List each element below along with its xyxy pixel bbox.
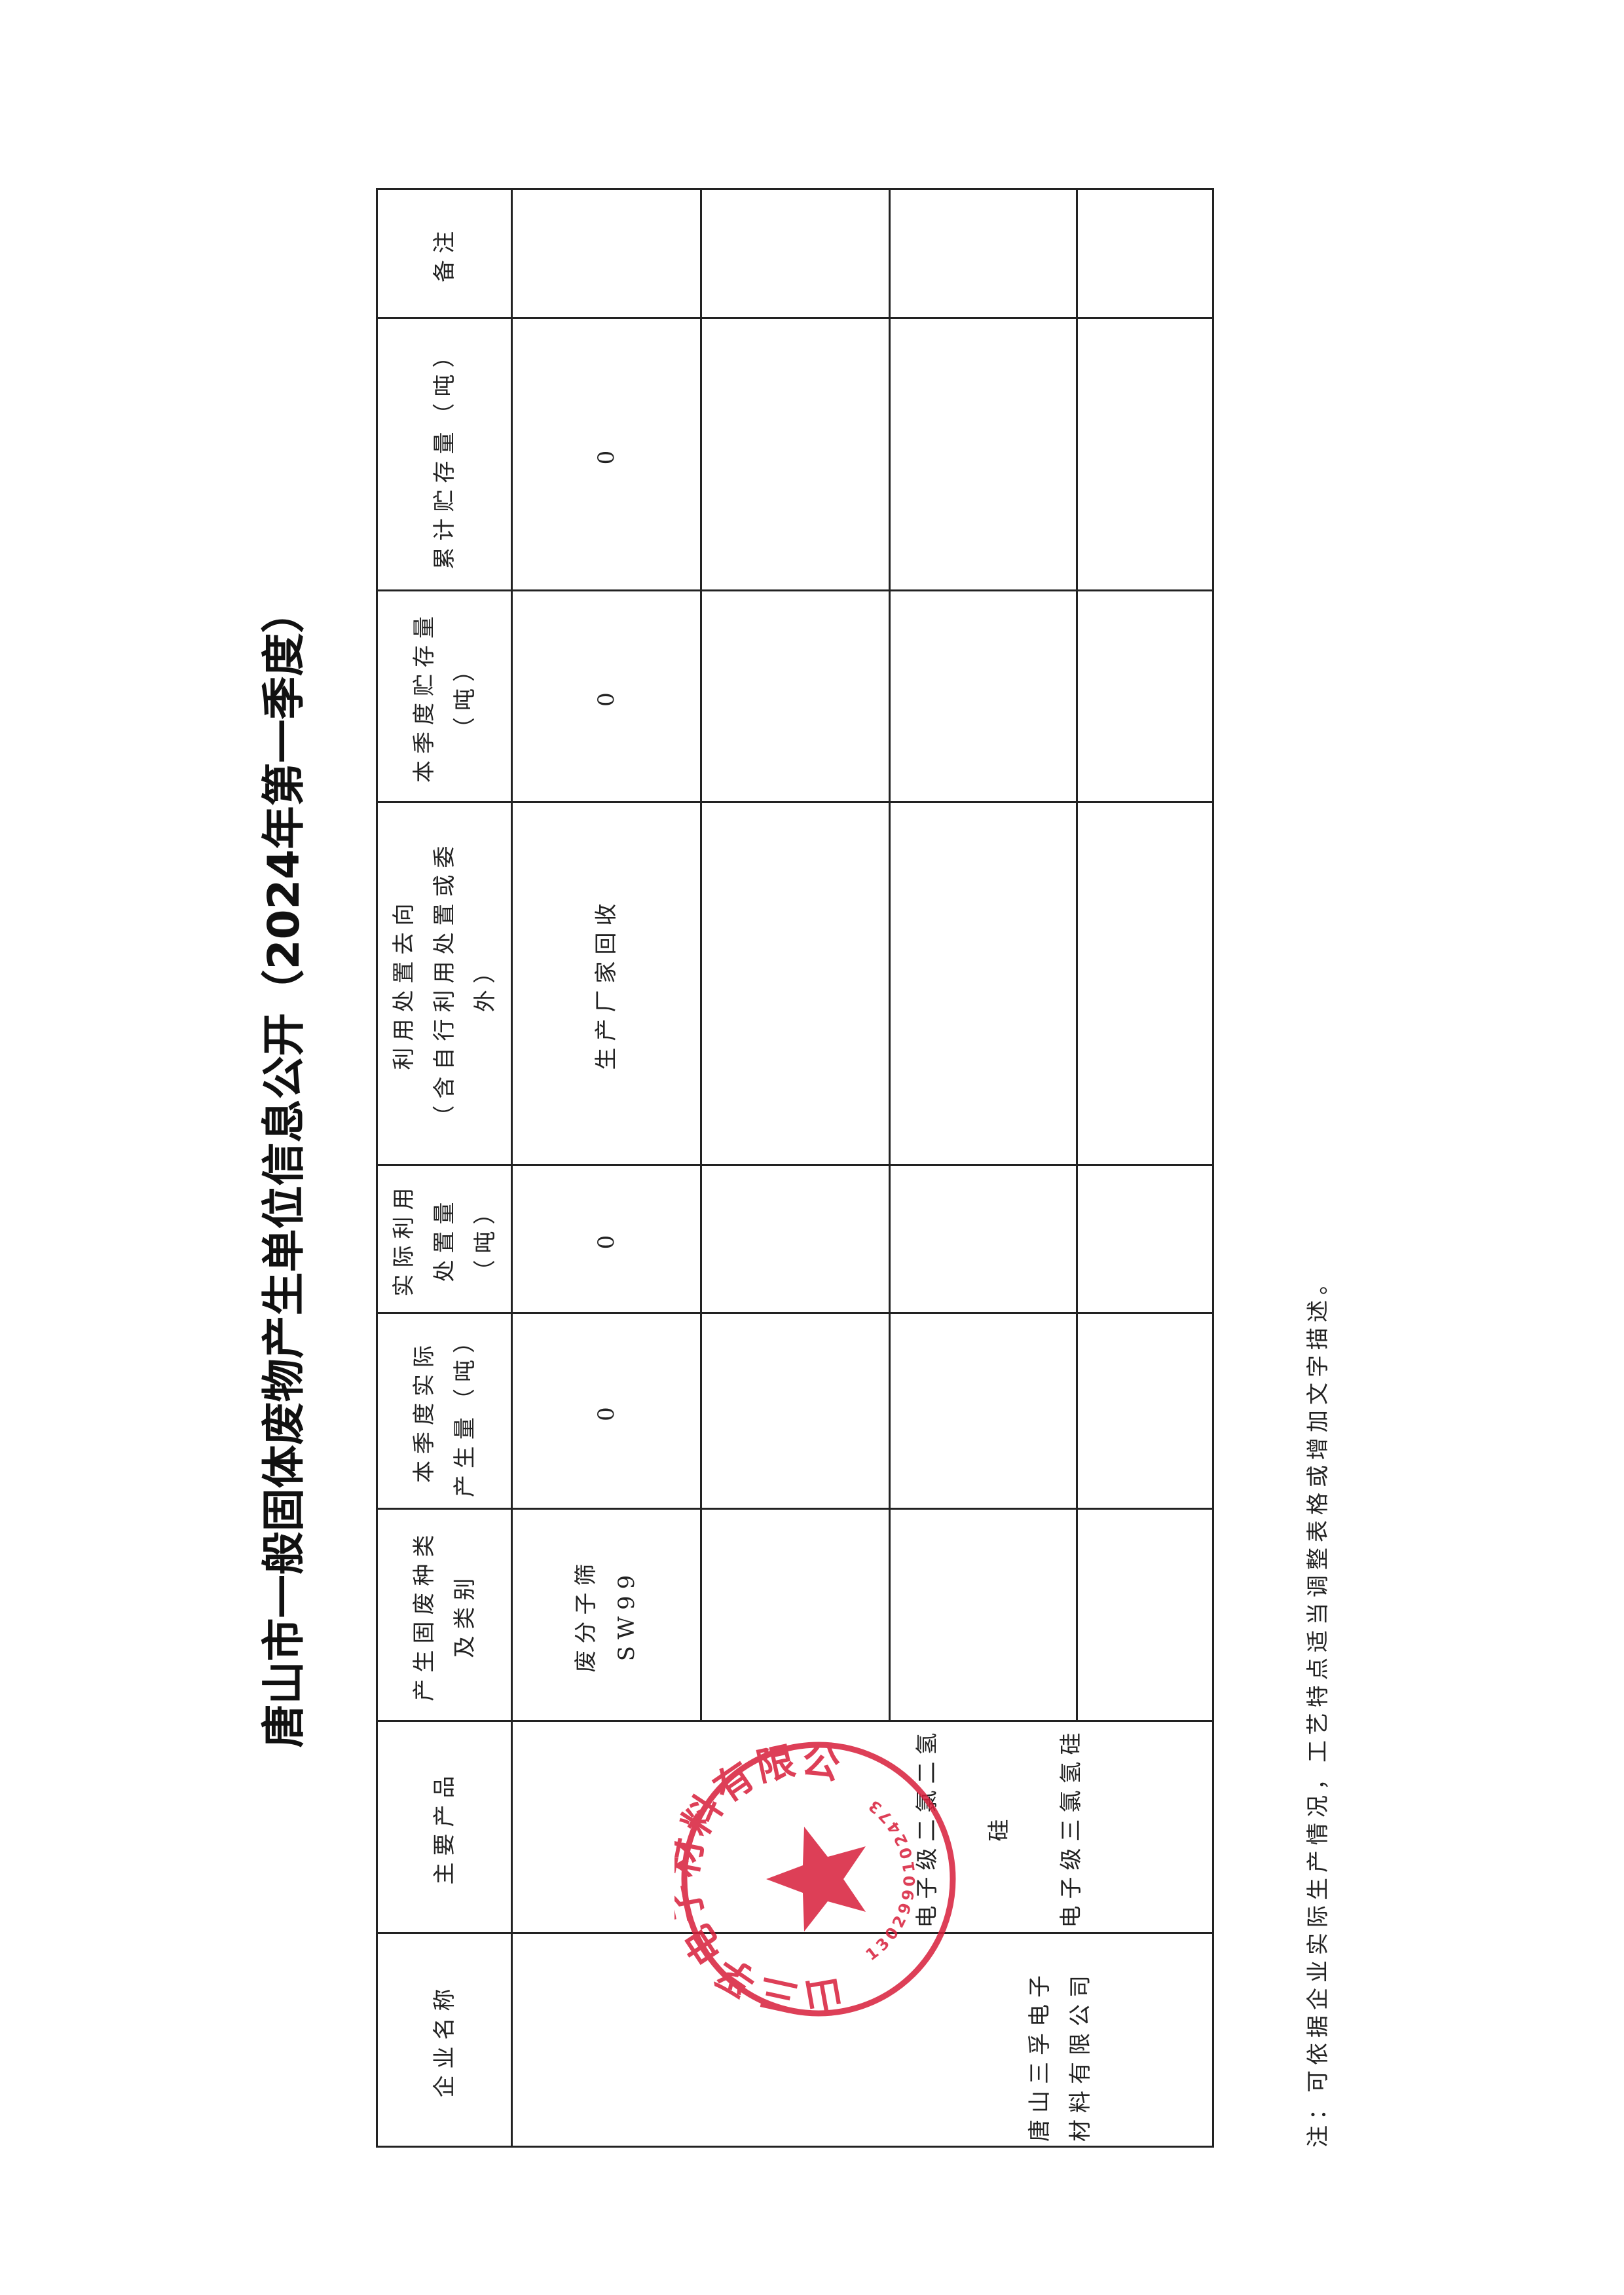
header-destination: 利用处置去向 （含自行利用处置或委 外） [377, 802, 512, 1165]
header-waste-type: 产生固废种类 及类别 [377, 1508, 512, 1721]
svg-text:1302990102473: 1302990102473 [862, 1794, 919, 1964]
header-row: 企业名称 主要产品 产生固废种类 及类别 本季度实际 产生量（吨） 实际利用 处置量（… [377, 189, 512, 2147]
utilized-cell: 0 [511, 1165, 701, 1313]
generated-cell [1077, 1313, 1213, 1509]
utilized-cell [889, 1165, 1077, 1313]
star-icon [766, 1827, 866, 1931]
generated-cell [889, 1313, 1077, 1509]
remark-cell [1077, 189, 1213, 318]
footnote: 注：可依据企业实际生产情况，工艺特点适当调整表格或增加文字描述。 [1305, 1267, 1331, 2148]
header-remark: 备注 [377, 189, 512, 318]
remark-cell [511, 189, 701, 318]
destination-cell [1077, 802, 1213, 1165]
header-company: 企业名称 [377, 1933, 512, 2147]
utilized-cell [701, 1165, 890, 1313]
waste-type-cell [889, 1508, 1077, 1721]
header-utilized: 实际利用 处置量 （吨） [377, 1165, 512, 1313]
table-row: 唐山三孚电子 材料有限公司 电子级二氯二氢硅 电子级三氯氢硅 废分子筛 SW99 0 … [511, 189, 1213, 2147]
cumulative-storage-cell [1077, 318, 1213, 591]
cumulative-storage-cell: 0 [511, 318, 701, 591]
quarter-storage-cell [701, 590, 890, 802]
header-product: 主要产品 [377, 1721, 512, 1933]
quarter-storage-cell [1077, 590, 1213, 802]
waste-type-cell [701, 1508, 890, 1721]
header-quarter-storage: 本季度贮存量 （吨） [377, 590, 512, 802]
cumulative-storage-cell [701, 318, 890, 591]
waste-type-cell: 废分子筛 SW99 [511, 1508, 701, 1721]
destination-cell [889, 802, 1077, 1165]
utilized-cell [1077, 1165, 1213, 1313]
destination-cell [701, 802, 890, 1165]
quarter-storage-cell [889, 590, 1077, 802]
quarter-storage-cell: 0 [511, 590, 701, 802]
remark-cell [701, 189, 890, 318]
seal-code: 1302990102473 [862, 1794, 919, 1964]
destination-cell: 生产厂家回收 [511, 802, 701, 1165]
cumulative-storage-cell [889, 318, 1077, 591]
header-cumulative-storage: 累计贮存量（吨） [377, 318, 512, 591]
page-title: 唐山市一般固体废物产生单位信息公开（2024年第一季度） [259, 589, 309, 1748]
header-generated: 本季度实际 产生量（吨） [377, 1313, 512, 1509]
seal-ring [681, 1742, 956, 2017]
generated-cell: 0 [511, 1313, 701, 1509]
generated-cell [701, 1313, 890, 1509]
remark-cell [889, 189, 1077, 318]
waste-type-cell [1077, 1508, 1213, 1721]
